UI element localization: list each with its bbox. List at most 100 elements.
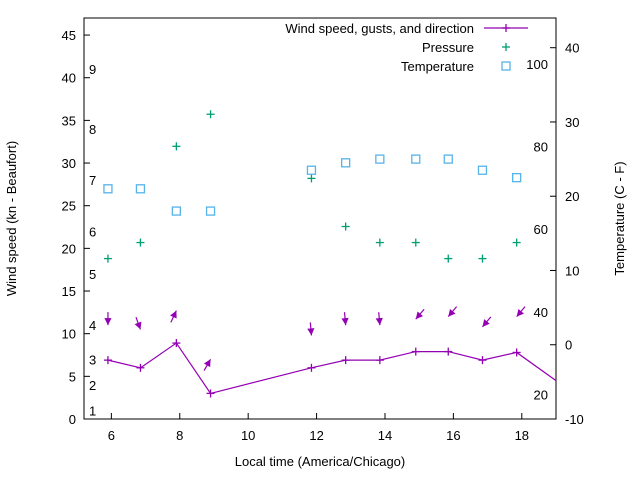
square-marker (341, 158, 351, 168)
y2tick-label: 40 (565, 41, 579, 56)
wind-direction-arrow (415, 308, 425, 320)
plus-marker (375, 238, 384, 247)
y2tick-label: 20 (565, 189, 579, 204)
plus-marker (136, 363, 145, 372)
plus-marker (307, 174, 316, 183)
square-marker (205, 206, 216, 216)
beaufort-label: 7 (89, 173, 96, 188)
beaufort-label: 6 (89, 224, 96, 239)
xtick-label: 14 (378, 428, 392, 443)
ytick-label: 40 (62, 71, 76, 86)
plus-marker (136, 238, 145, 247)
plus-marker (172, 142, 181, 151)
xtick-label: 18 (515, 428, 529, 443)
y2tick-label: -10 (565, 412, 584, 427)
ytick-label: 5 (69, 369, 76, 384)
series-wind-speed (103, 306, 557, 398)
y2tick-label: 10 (565, 263, 579, 278)
ytick-label: 45 (62, 28, 76, 43)
ytick-label: 15 (62, 284, 76, 299)
legend-label[interactable]: Pressure (422, 40, 474, 55)
beaufort-label: 5 (89, 267, 96, 282)
chart-legend[interactable]: Wind speed, gusts, and direction Pressure… (285, 21, 528, 74)
plus-marker (411, 347, 420, 356)
wind-direction-arrow (482, 316, 492, 328)
fahrenheit-label: 20 (534, 387, 548, 402)
plus-marker (512, 348, 521, 357)
plot-frame (83, 17, 557, 420)
x-axis-title: Local time (America/Chicago) (235, 454, 406, 469)
wind-direction-arrow (447, 306, 458, 318)
wind-direction-arrow (134, 316, 142, 330)
wind-direction-arrow (170, 310, 177, 323)
xtick-label: 16 (446, 428, 460, 443)
fahrenheit-label: 40 (534, 305, 548, 320)
beaufort-label: 2 (89, 378, 96, 393)
wind-direction-arrow (375, 312, 383, 326)
inner-scale-labels: 1 2 3 4 5 6 7 8 9 20 40 60 80 100 (89, 57, 548, 418)
plus-marker (512, 238, 521, 247)
xtick-label: 12 (309, 428, 323, 443)
ytick-label: 35 (62, 113, 76, 128)
plus-marker (444, 254, 453, 263)
data-series (103, 110, 557, 398)
plus-marker (206, 389, 215, 398)
wind-direction-arrow (307, 322, 315, 336)
plus-marker (341, 222, 350, 231)
fahrenheit-label: 80 (534, 139, 548, 154)
plus-marker (206, 110, 215, 119)
square-marker (171, 206, 181, 216)
series-temperature (103, 154, 522, 216)
square-marker (103, 184, 113, 194)
beaufort-label: 1 (89, 403, 96, 418)
legend-label[interactable]: Wind speed, gusts, and direction (285, 21, 474, 36)
square-marker (477, 165, 488, 175)
y2-axis-title: Temperature (C - F) (612, 161, 627, 275)
beaufort-label: 4 (89, 318, 96, 333)
plus-marker (307, 363, 316, 372)
fahrenheit-label: 100 (526, 57, 548, 72)
ytick-label: 20 (62, 241, 76, 256)
plus-marker (478, 356, 487, 365)
plus-marker (103, 356, 112, 365)
plus-marker (103, 254, 112, 263)
wind-direction-arrow (203, 358, 212, 371)
plus-marker (502, 43, 510, 51)
square-marker (306, 165, 317, 175)
plus-marker (375, 356, 384, 365)
axis-ticks (84, 34, 556, 420)
plus-marker (444, 347, 453, 356)
plus-marker (502, 24, 510, 32)
series-pressure (103, 110, 521, 263)
square-marker (135, 184, 146, 194)
square-marker (501, 61, 511, 71)
xtick-label: 6 (108, 428, 115, 443)
ytick-label: 0 (69, 412, 76, 427)
ytick-label: 30 (62, 156, 76, 171)
axis-titles: Wind speed (kn - Beaufort) Temperature (C… (4, 141, 627, 469)
beaufort-label: 3 (89, 352, 96, 367)
square-marker (512, 173, 522, 183)
wind-direction-arrow (516, 306, 526, 318)
wind-direction-arrow (341, 312, 349, 326)
plus-marker (411, 238, 420, 247)
y2tick-label: 30 (565, 115, 579, 130)
square-marker (443, 154, 453, 164)
plus-marker (341, 356, 350, 365)
ytick-label: 10 (62, 327, 76, 342)
plus-marker (478, 254, 487, 263)
y-axis-title: Wind speed (kn - Beaufort) (4, 141, 19, 296)
beaufort-label: 8 (89, 122, 96, 137)
xtick-label: 8 (176, 428, 183, 443)
ytick-label: 25 (62, 199, 76, 214)
square-marker (375, 154, 385, 164)
beaufort-label: 9 (89, 62, 96, 77)
xtick-label: 10 (241, 428, 255, 443)
legend-label[interactable]: Temperature (401, 59, 474, 74)
y2tick-label: 0 (565, 338, 572, 353)
plus-marker (172, 339, 181, 348)
wind-direction-arrow (104, 312, 112, 326)
